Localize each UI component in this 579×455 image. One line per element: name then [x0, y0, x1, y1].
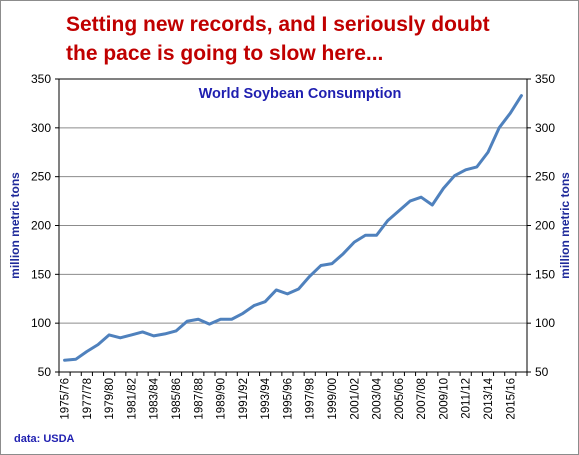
- series: [63, 94, 523, 362]
- y-tick-label-left: 100: [31, 316, 51, 330]
- headline-line-2: the pace is going to slow here...: [66, 42, 384, 65]
- x-tick-label: 2015/16: [505, 378, 517, 420]
- y-tick-label-right: 200: [535, 219, 555, 233]
- y-tick-label-right: 150: [535, 267, 555, 281]
- headline-line-1: Setting new records, and I seriously dou…: [66, 13, 490, 36]
- y-axis-title-left: million metric tons: [8, 172, 22, 279]
- x-tick-label: 1985/86: [171, 378, 183, 420]
- x-tick-label: 2009/10: [438, 378, 450, 420]
- x-tick-label: 2007/08: [416, 378, 428, 420]
- x-tick-label: 2005/06: [394, 378, 406, 420]
- y-tick-label-right: 300: [535, 121, 555, 135]
- x-tick-label: 2003/04: [372, 377, 384, 419]
- x-tick-label: 1989/90: [216, 378, 228, 420]
- x-tick-label: 1977/78: [82, 378, 94, 420]
- chart-title: World Soybean Consumption: [199, 86, 402, 102]
- gridlines: [59, 127, 527, 324]
- x-tick-label: 1993/94: [260, 377, 272, 419]
- series-line: [63, 94, 523, 362]
- x-tick-label: 1981/82: [126, 378, 138, 420]
- x-tick-label: 1997/98: [305, 378, 317, 420]
- y-axis-left: 50 100 150 200 250 300 350: [31, 72, 59, 379]
- y-tick-label-left: 200: [31, 219, 51, 233]
- y-tick-label-left: 150: [31, 267, 51, 281]
- y-tick-label-left: 50: [38, 365, 52, 379]
- y-tick-label-left: 250: [31, 170, 51, 184]
- y-tick-label-right: 350: [535, 72, 555, 86]
- x-tick-label: 2001/02: [349, 378, 361, 420]
- y-tick-label-right: 100: [535, 316, 555, 330]
- y-tick-label-left: 300: [31, 121, 51, 135]
- x-tick-label: 1979/80: [104, 378, 116, 420]
- y-axis-title-right: million metric tons: [558, 172, 572, 279]
- source-note: data: USDA: [14, 433, 75, 445]
- x-tick-label: 1975/76: [60, 378, 72, 420]
- x-tick-label: 1995/96: [282, 378, 294, 420]
- x-tick-label: 2011/12: [461, 378, 473, 419]
- y-axis-right: 50 100 150 200 250 300 350: [527, 72, 555, 379]
- y-tick-label-left: 350: [31, 72, 51, 86]
- x-axis: 1975/76 1977/78 1979/80 1981/82 1983/84 1985/…: [58, 372, 528, 420]
- x-tick-label: 1991/92: [238, 378, 250, 420]
- x-tick-label: 1999/00: [327, 378, 339, 420]
- y-tick-label-right: 250: [535, 170, 555, 184]
- headline: Setting new records, and I seriously dou…: [66, 10, 566, 68]
- x-tick-label: 1983/84: [149, 377, 161, 419]
- x-tick-label: 2013/14: [483, 377, 495, 419]
- y-tick-label-right: 50: [535, 365, 549, 379]
- x-tick-label: 1987/88: [193, 378, 205, 420]
